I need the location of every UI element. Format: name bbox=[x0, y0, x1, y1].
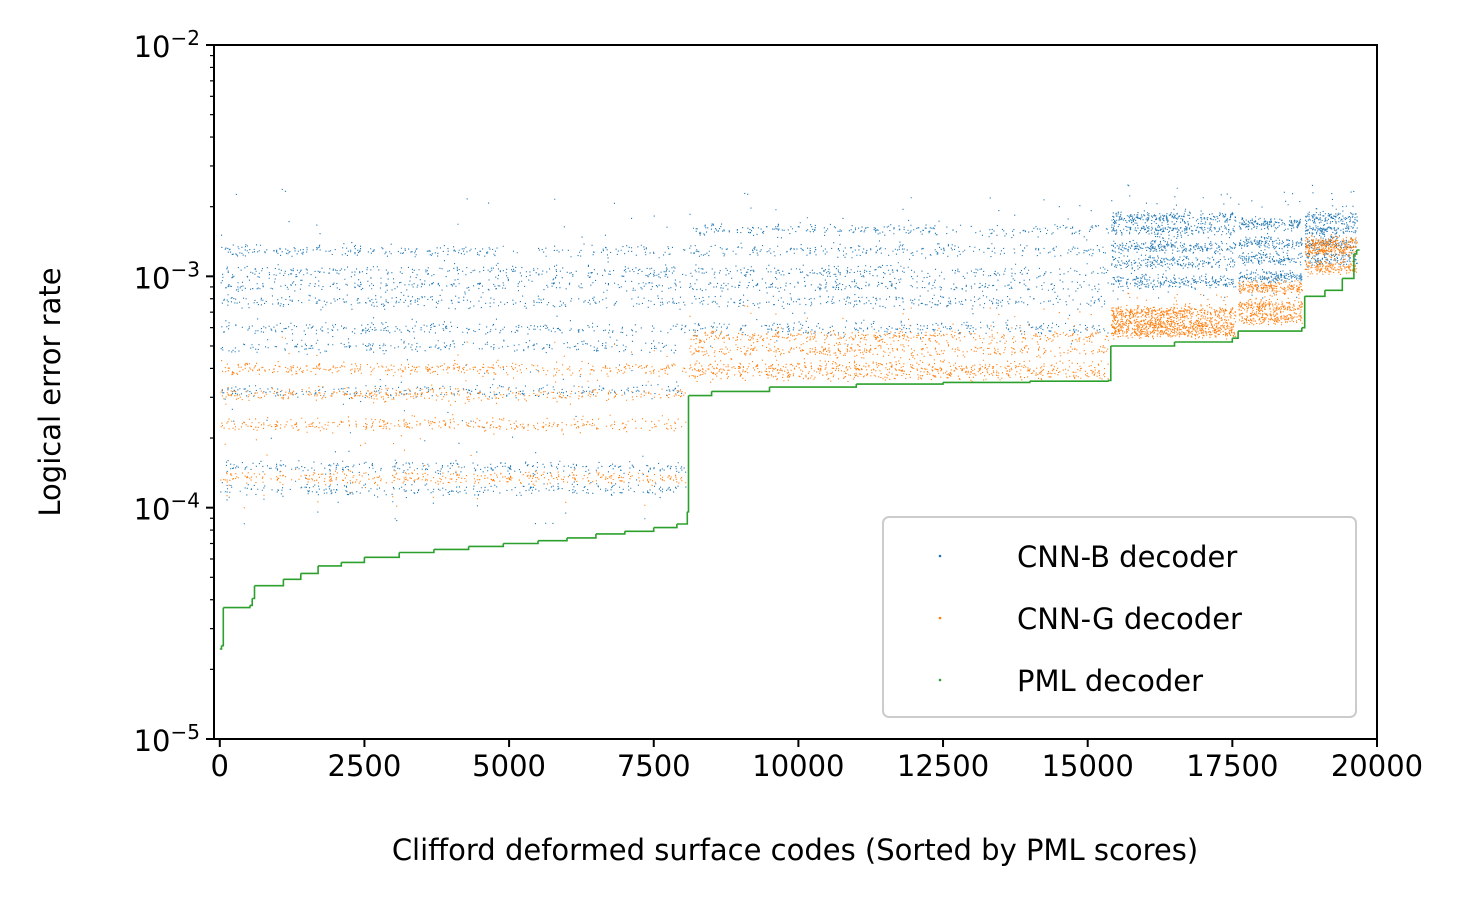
y-tick-exponent: −3 bbox=[171, 257, 200, 281]
y-tick-label: 10−4 bbox=[134, 489, 200, 527]
x-tick-label: 17500 bbox=[1186, 749, 1278, 783]
legend: CNN-B decoder CNN-G decoder PML decoder bbox=[882, 516, 1357, 718]
x-tick-label: 2500 bbox=[328, 749, 402, 783]
legend-marker-cnn-g bbox=[938, 616, 942, 620]
y-tick-label: 10−3 bbox=[134, 257, 200, 295]
y-tick-label: 10−5 bbox=[134, 720, 200, 758]
y-tick-exponent: −5 bbox=[171, 720, 200, 744]
y-tick-exponent: −4 bbox=[171, 489, 200, 513]
legend-marker-cnn-b bbox=[938, 554, 942, 558]
x-tick-label: 12500 bbox=[897, 749, 989, 783]
x-tick-label: 10000 bbox=[752, 749, 844, 783]
legend-label-pml: PML decoder bbox=[1017, 664, 1203, 698]
x-tick-label: 0 bbox=[211, 749, 229, 783]
x-tick-label: 5000 bbox=[472, 749, 546, 783]
x-tick-labels: 0 2500 5000 7500 10000 12500 15000 17500… bbox=[211, 749, 1424, 783]
data-points-layer bbox=[219, 184, 1360, 650]
y-tick-base: 10 bbox=[134, 30, 171, 64]
y-tick-label: 10−2 bbox=[134, 26, 200, 64]
x-tick-label: 20000 bbox=[1331, 749, 1423, 783]
y-axis-label: Logical error rate bbox=[33, 267, 67, 516]
y-tick-labels: 10−5 10−4 10−3 10−2 bbox=[134, 26, 200, 758]
series-pml bbox=[219, 249, 1360, 650]
x-tick-label: 7500 bbox=[617, 749, 691, 783]
x-axis-label: Clifford deformed surface codes (Sorted … bbox=[392, 833, 1198, 867]
axes-frame bbox=[213, 44, 1378, 740]
y-tick-base: 10 bbox=[134, 724, 171, 758]
legend-box bbox=[882, 516, 1357, 718]
legend-label-cnn-b: CNN-B decoder bbox=[1017, 540, 1237, 574]
legend-marker-pml bbox=[938, 678, 942, 682]
y-tick-base: 10 bbox=[134, 493, 171, 527]
legend-label-cnn-g: CNN-G decoder bbox=[1017, 602, 1242, 636]
y-tick-base: 10 bbox=[134, 261, 171, 295]
x-tick-label: 15000 bbox=[1042, 749, 1134, 783]
y-tick-exponent: −2 bbox=[171, 26, 200, 50]
